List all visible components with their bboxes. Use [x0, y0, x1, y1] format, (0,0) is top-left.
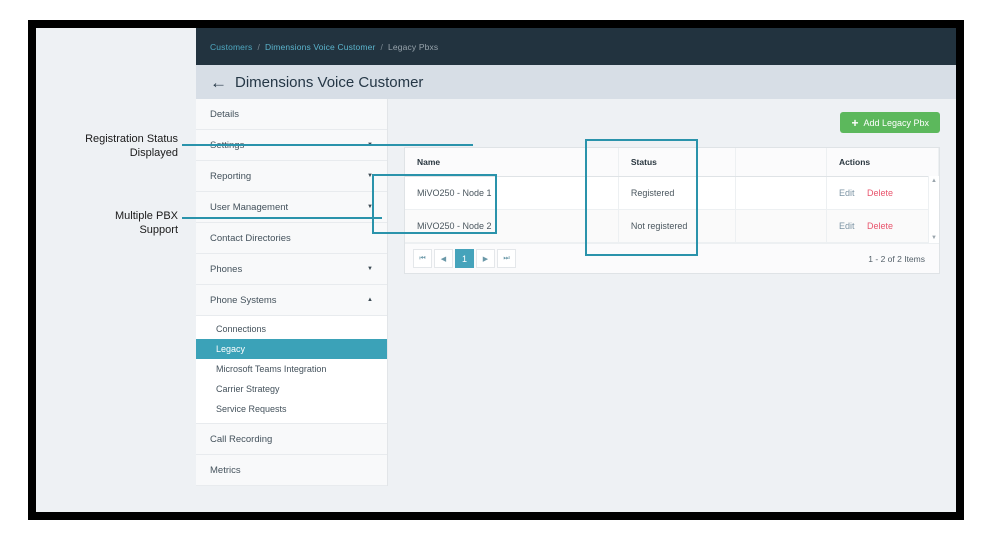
- sidebar-subitem-label: Legacy: [216, 344, 246, 354]
- cell-name: MiVO250 - Node 1: [405, 176, 619, 210]
- pagination-next-button[interactable]: ▶: [476, 249, 495, 268]
- sidebar-item-service-requests[interactable]: Service Requests: [196, 399, 387, 419]
- annotation-line-1: Registration Status: [85, 133, 178, 145]
- sidebar-nav: Details Settings ▼ Reporting ▼ User Mana…: [196, 99, 388, 486]
- sidebar-subitem-label: Microsoft Teams Integration: [216, 364, 327, 374]
- sidebar-item-metrics[interactable]: Metrics: [196, 455, 387, 486]
- sidebar-item-microsoft-teams-integration[interactable]: Microsoft Teams Integration: [196, 359, 387, 379]
- annotation-leader-line-2: [182, 217, 382, 219]
- sidebar-item-label: Metrics: [210, 464, 241, 476]
- breadcrumb-item-customers[interactable]: Customers: [210, 41, 253, 52]
- application-window: Customers / Dimensions Voice Customer / …: [196, 28, 956, 512]
- pagination: ⏮ ◀ 1 ▶ ⏭ 1 - 2 of 2 Items: [405, 243, 939, 273]
- breadcrumb: Customers / Dimensions Voice Customer / …: [196, 28, 956, 65]
- edit-link[interactable]: Edit: [838, 221, 855, 231]
- cell-name: MiVO250 - Node 2: [405, 209, 619, 243]
- sidebar-item-phone-systems[interactable]: Phone Systems ▲: [196, 285, 387, 316]
- sidebar-item-reporting[interactable]: Reporting ▼: [196, 161, 387, 192]
- page-header: ← Dimensions Voice Customer: [196, 65, 956, 99]
- annotation-line-2: Displayed: [129, 147, 178, 159]
- content-area: Details Settings ▼ Reporting ▼ User Mana…: [196, 99, 956, 512]
- sidebar-item-details[interactable]: Details: [196, 99, 387, 130]
- legacy-pbx-table: Name Status Actions MiVO250 - Node 1 Reg…: [405, 148, 940, 243]
- scroll-down-icon[interactable]: ▼: [931, 235, 937, 241]
- sidebar-subgroup-phone-systems: Connections Legacy Microsoft Teams Integ…: [196, 316, 387, 424]
- cell-status: Not registered: [618, 209, 737, 243]
- cell-blank: [735, 209, 827, 243]
- table-row[interactable]: MiVO250 - Node 1 Registered Edit Delete: [405, 176, 940, 210]
- annotation-label-registration-status: Registration Status Displayed: [48, 132, 178, 160]
- sidebar-item-label: Reporting: [210, 170, 252, 182]
- annotation-label-multiple-pbx: Multiple PBX Support: [48, 209, 178, 237]
- chevron-down-icon: ▼: [367, 266, 373, 272]
- sidebar-subitem-label: Carrier Strategy: [216, 384, 280, 394]
- column-header-name[interactable]: Name: [405, 148, 619, 177]
- sidebar-item-label: User Management: [210, 201, 289, 213]
- screen: Customers / Dimensions Voice Customer / …: [36, 28, 956, 512]
- cell-blank: [735, 176, 827, 210]
- edit-link[interactable]: Edit: [838, 188, 855, 198]
- sidebar-subitem-label: Connections: [216, 324, 267, 334]
- legacy-pbx-table-container: Name Status Actions MiVO250 - Node 1 Reg…: [404, 147, 940, 274]
- sidebar-subitem-label: Service Requests: [216, 404, 287, 414]
- delete-link[interactable]: Delete: [866, 188, 893, 198]
- chevron-up-icon: ▲: [367, 297, 373, 303]
- main-panel: + Add Legacy Pbx Name Status Actions: [388, 99, 956, 512]
- breadcrumb-separator: /: [257, 41, 260, 52]
- sidebar-item-connections[interactable]: Connections: [196, 319, 387, 339]
- breadcrumb-separator: /: [380, 41, 383, 52]
- breadcrumb-item-customer[interactable]: Dimensions Voice Customer: [264, 41, 376, 52]
- annotation-line-1: Multiple PBX: [115, 210, 178, 222]
- column-header-blank: [735, 148, 827, 177]
- table-row[interactable]: MiVO250 - Node 2 Not registered Edit Del…: [405, 209, 940, 243]
- sidebar-item-label: Details: [210, 108, 240, 120]
- sidebar-item-carrier-strategy[interactable]: Carrier Strategy: [196, 379, 387, 399]
- chevron-down-icon: ▼: [367, 173, 373, 179]
- add-legacy-pbx-button[interactable]: + Add Legacy Pbx: [840, 112, 940, 133]
- pagination-first-button[interactable]: ⏮: [413, 249, 432, 268]
- column-header-actions: Actions: [826, 148, 940, 177]
- pagination-prev-button[interactable]: ◀: [434, 249, 453, 268]
- table-scrollbar[interactable]: ▲ ▼: [928, 176, 939, 243]
- annotation-leader-line-1: [182, 144, 473, 146]
- cell-actions: Edit Delete: [826, 209, 940, 243]
- page-title: Dimensions Voice Customer: [235, 73, 424, 91]
- plus-icon: +: [851, 115, 859, 130]
- sidebar-item-contact-directories[interactable]: Contact Directories: [196, 223, 387, 254]
- chevron-down-icon: ▼: [367, 204, 373, 210]
- column-header-status[interactable]: Status: [618, 148, 737, 177]
- sidebar-item-legacy[interactable]: Legacy: [196, 339, 387, 359]
- annotation-line-2: Support: [139, 224, 178, 236]
- sidebar-item-phones[interactable]: Phones ▼: [196, 254, 387, 285]
- sidebar-item-label: Phone Systems: [210, 294, 277, 306]
- sidebar-item-label: Call Recording: [210, 433, 273, 445]
- device-frame: Customers / Dimensions Voice Customer / …: [28, 20, 964, 520]
- back-arrow-icon[interactable]: ←: [210, 72, 227, 92]
- delete-link[interactable]: Delete: [866, 221, 893, 231]
- table-body: MiVO250 - Node 1 Registered Edit Delete: [405, 176, 940, 243]
- cell-status: Registered: [618, 176, 737, 210]
- cell-actions: Edit Delete: [826, 176, 940, 210]
- sidebar-item-call-recording[interactable]: Call Recording: [196, 424, 387, 455]
- sidebar-item-label: Contact Directories: [210, 232, 291, 244]
- add-legacy-pbx-label: Add Legacy Pbx: [863, 117, 929, 128]
- table-header-row: Name Status Actions: [405, 148, 940, 177]
- table-header: Name Status Actions: [405, 148, 940, 177]
- sidebar-item-label: Phones: [210, 263, 243, 275]
- pagination-info: 1 - 2 of 2 Items: [868, 253, 925, 264]
- breadcrumb-item-current: Legacy Pbxs: [388, 41, 439, 52]
- scroll-up-icon[interactable]: ▲: [931, 178, 937, 184]
- pagination-last-button[interactable]: ⏭: [497, 249, 516, 268]
- pagination-page-1[interactable]: 1: [455, 249, 474, 268]
